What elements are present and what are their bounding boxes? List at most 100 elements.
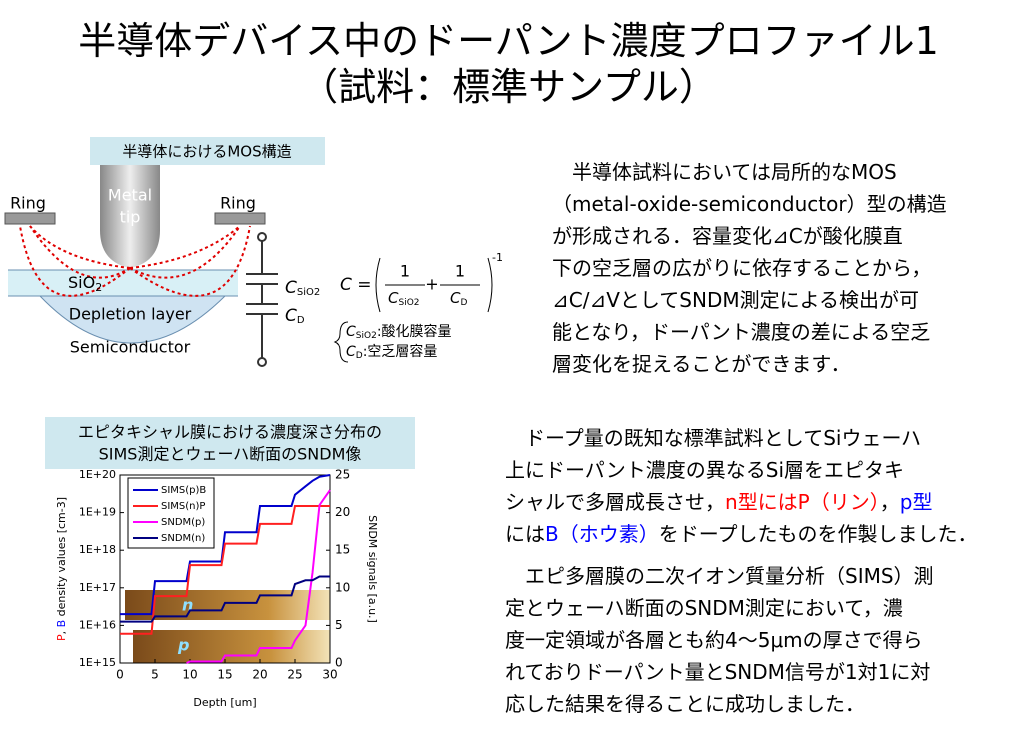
text-line: 度一定領域が各層とも約4～5μmの厚さで得ら (505, 628, 923, 652)
legend-label: SIMS(p)B (161, 485, 206, 496)
tip-label: Metal (108, 186, 152, 205)
text-line: シャルで多層成長させ，n型にはP（リン），p型 (505, 486, 978, 518)
formula: + (425, 275, 438, 294)
series-line (120, 504, 330, 635)
sym: C (346, 344, 356, 360)
text-line: 上にドーパント濃度の異なるSi層をエピタキ (505, 458, 905, 482)
cap-label: CSiO2 (285, 278, 320, 298)
metal-tip (100, 165, 160, 268)
y2-tick-label: 25 (335, 468, 350, 482)
semiconductor (38, 295, 227, 344)
formula: -1 (492, 251, 503, 264)
formula: CD (450, 289, 467, 308)
note-text: :酸化膜容量 (377, 323, 452, 340)
x-tick-label: 15 (217, 668, 232, 682)
sub: D (356, 351, 363, 361)
text-run: ， (879, 490, 900, 514)
ring-label: Ring (220, 194, 256, 213)
caption-box (45, 417, 415, 469)
sio2: SiO (68, 273, 95, 292)
text-line: （metal-oxide-semiconductor）型の構造 (552, 192, 947, 216)
text-line: 下の空乏層の広がりに依存することから， (552, 256, 932, 280)
circuit (246, 232, 278, 367)
sub: SiO2 (297, 287, 320, 298)
sub: SiO2 (398, 298, 419, 308)
sub: SiO2 (356, 331, 377, 341)
series-line (120, 474, 331, 616)
y-label-run: , (55, 627, 68, 634)
text-run: には (505, 522, 545, 546)
y-tick-label: 1E+20 (79, 468, 116, 481)
y-label-run: P (55, 634, 68, 641)
caption-box (90, 137, 325, 165)
note: CSiO2:酸化膜容量 (346, 323, 452, 341)
sio2-sub: 2 (95, 281, 102, 294)
y2-tick-label: 10 (335, 580, 350, 594)
inset-label: p (177, 636, 189, 655)
y2-tick-label: 20 (335, 505, 350, 519)
text-line: 応した結果を得ることに成功しました． (505, 692, 865, 716)
y2-tick-label: 15 (335, 543, 350, 557)
y-tick-label: 1E+18 (79, 543, 116, 556)
text-line: が形成される．容量変化⊿Cが酸化膜直 (552, 224, 903, 248)
ring (4, 212, 56, 225)
y-tick-label: 1E+16 (79, 618, 116, 631)
sym: C (388, 289, 399, 307)
sym: C (346, 324, 356, 340)
chart: 0 5 10 15 20 25 30 1E+15 1E+16 1E+17 1E+18 1E+19 1E+… (55, 468, 379, 710)
formula: 1 (455, 262, 465, 281)
diagram-caption: 半導体におけるMOS構造 (122, 143, 291, 161)
x-axis-label: Depth [um] (193, 696, 256, 709)
title-line: 半導体デバイス中のドーパント濃度プロファイル1 (78, 19, 939, 63)
y-axis-label: P, B density values [cm-3] (55, 497, 68, 641)
series-line (186, 489, 331, 664)
sndm-image (133, 630, 330, 663)
y-tick-label: 1E+15 (79, 656, 116, 669)
paren (375, 257, 493, 313)
sndm-image (125, 590, 330, 620)
x-tick-label: 10 (182, 668, 197, 682)
inset-label: n (182, 596, 193, 615)
brace (333, 321, 349, 363)
text-line: 層変化を捉えることができます． (552, 352, 851, 376)
ring-label: Ring (10, 194, 46, 213)
y-tick-label: 1E+17 (79, 581, 116, 594)
formula: C = (340, 275, 372, 295)
y2-axis-label: SNDM signals [a.u.] (366, 515, 379, 623)
legend-label: SNDM(p) (161, 517, 205, 528)
text-run: をドープしたものを作製しました． (658, 522, 978, 546)
text-line: 定とウェーハ断面のSNDM測定において，濃 (505, 596, 903, 620)
x-tick-label: 25 (287, 668, 302, 682)
sym: C (285, 278, 297, 298)
tip-label: tip (120, 208, 141, 227)
cap-label: CD (285, 306, 305, 326)
text-line: エピ多層膜の二次イオン質量分析（SIMS）測 (525, 564, 934, 588)
series-line (120, 575, 330, 623)
y-label-run: B (55, 620, 68, 628)
x-tick-label: 20 (252, 668, 267, 682)
y-tick-label: 1E+19 (79, 506, 116, 519)
sio2-label: SiO2 (68, 273, 102, 295)
sub: D (297, 315, 305, 326)
chart-caption: SIMS測定とウェーハ断面のSNDM像 (99, 445, 362, 464)
formula: CSiO2 (388, 289, 420, 308)
text-run: 型にはP（リン） (737, 490, 880, 514)
note: CD:空乏層容量 (346, 343, 437, 361)
formula: 1 (400, 262, 410, 281)
title: 半導体デバイス中のドーパント濃度プロファイル1 （試料：標準サンプル） (0, 18, 1017, 110)
text-run: p型 (899, 490, 933, 514)
y-label-run: density values [cm-3] (55, 497, 68, 620)
oxide-layer (8, 270, 238, 296)
text-run: n (725, 490, 738, 514)
text-line: れておりドーパント量とSNDM信号が1対1に対 (505, 660, 931, 684)
x-tick-label: 5 (151, 668, 159, 682)
legend-label: SNDM(n) (161, 533, 205, 544)
text-run: シャルで多層成長させ， (505, 490, 725, 514)
note-text: :空乏層容量 (363, 343, 438, 360)
text-line: にはB（ホウ素）をドープしたものを作製しました． (505, 518, 978, 550)
text-line: 半導体試料においては局所的なMOS (572, 160, 897, 184)
semiconductor-label: Semiconductor (70, 338, 191, 357)
chart-caption: エピタキシャル膜における濃度深さ分布の (78, 423, 382, 442)
